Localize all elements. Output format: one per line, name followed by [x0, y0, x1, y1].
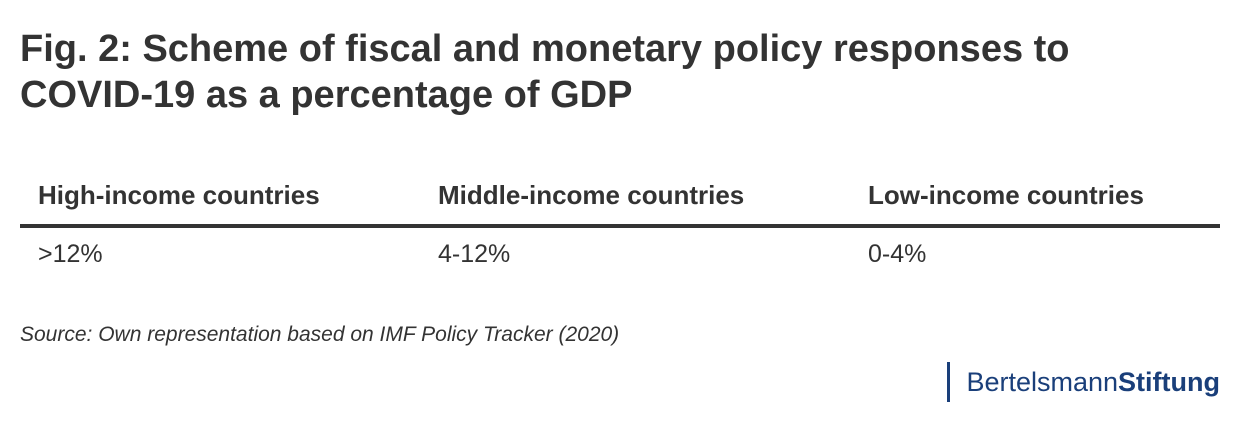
source-note: Source: Own representation based on IMF … [20, 323, 620, 346]
value-low-income: 0-4% [868, 240, 927, 268]
logo-text-bertelsmann: Bertelsmann [966, 366, 1119, 397]
logo-wordmark: BertelsmannStiftung [966, 367, 1220, 398]
logo-text-stiftung: Stiftung [1118, 366, 1220, 397]
header-low-income: Low-income countries [868, 180, 1144, 210]
policy-response-table: High-income countries Middle-income coun… [20, 170, 1220, 288]
value-high-income: >12% [38, 240, 103, 268]
value-middle-income: 4-12% [438, 240, 511, 268]
logo-divider [947, 362, 951, 402]
table-header-row: High-income countries Middle-income coun… [20, 170, 1220, 228]
figure-title: Fig. 2: Scheme of fiscal and monetary po… [20, 28, 1070, 116]
bertelsmann-stiftung-logo: BertelsmannStiftung [947, 362, 1220, 402]
table-row: >12% 4-12% 0-4% [20, 228, 1220, 288]
header-high-income: High-income countries [38, 180, 320, 210]
header-middle-income: Middle-income countries [438, 180, 745, 210]
